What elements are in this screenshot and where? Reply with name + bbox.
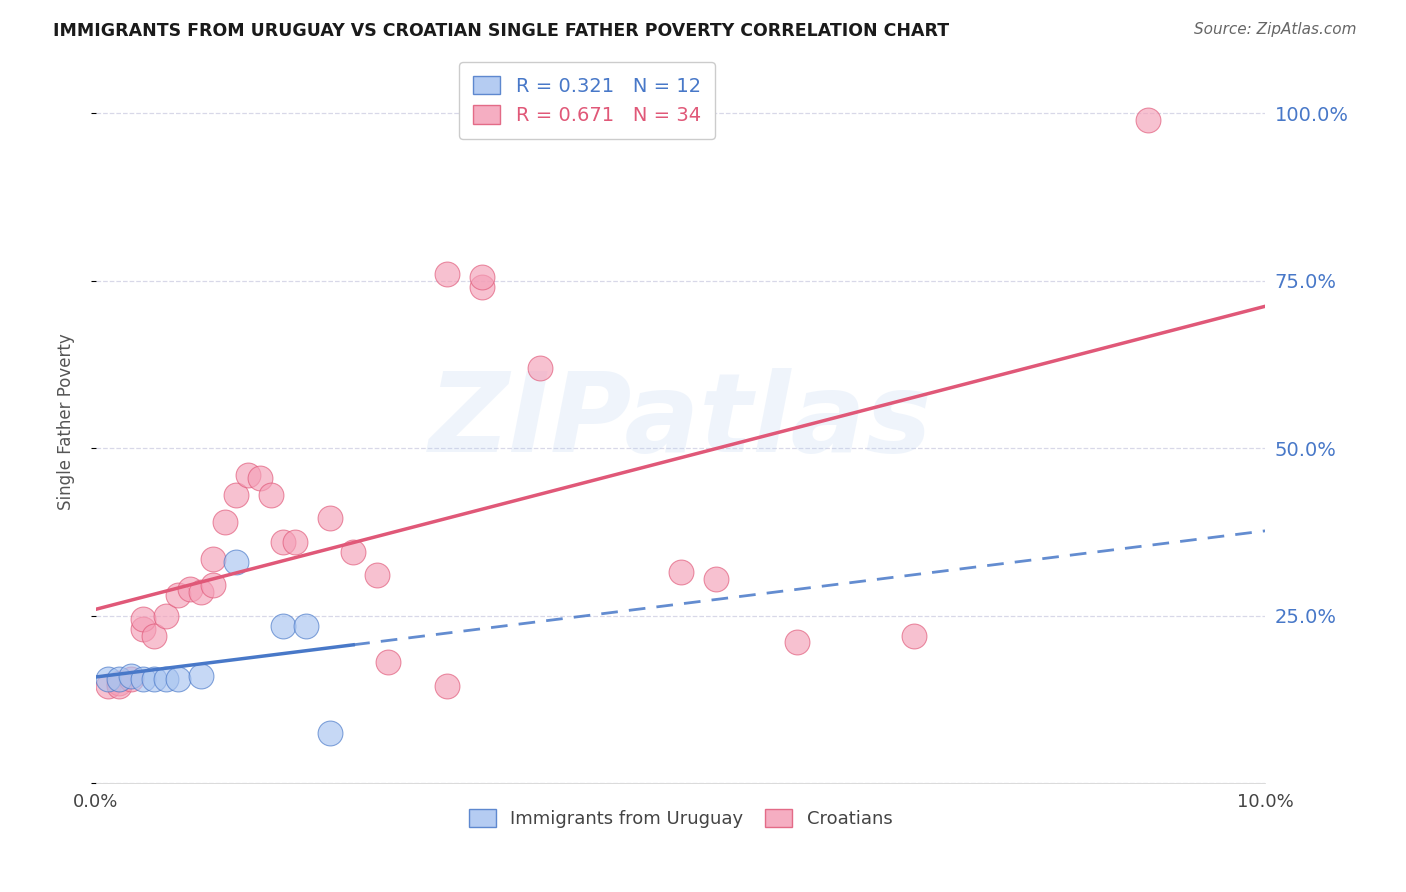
Point <box>271 618 294 632</box>
Point <box>903 629 925 643</box>
Point <box>97 672 120 686</box>
Point <box>669 565 692 579</box>
Point <box>190 669 212 683</box>
Point <box>155 608 177 623</box>
Point <box>201 551 224 566</box>
Point <box>377 656 399 670</box>
Point <box>108 675 131 690</box>
Point <box>786 635 808 649</box>
Point <box>319 511 342 525</box>
Point <box>249 471 271 485</box>
Point <box>271 535 294 549</box>
Text: IMMIGRANTS FROM URUGUAY VS CROATIAN SINGLE FATHER POVERTY CORRELATION CHART: IMMIGRANTS FROM URUGUAY VS CROATIAN SING… <box>53 22 949 40</box>
Point <box>319 726 342 740</box>
Point <box>108 679 131 693</box>
Point <box>132 672 155 686</box>
Point <box>143 629 166 643</box>
Text: Source: ZipAtlas.com: Source: ZipAtlas.com <box>1194 22 1357 37</box>
Point <box>120 672 142 686</box>
Point <box>214 515 236 529</box>
Point <box>97 679 120 693</box>
Point <box>201 578 224 592</box>
Text: ZIPatlas: ZIPatlas <box>429 368 932 475</box>
Point <box>155 672 177 686</box>
Point <box>436 679 458 693</box>
Point <box>132 612 155 626</box>
Y-axis label: Single Father Poverty: Single Father Poverty <box>58 333 75 509</box>
Point <box>704 572 727 586</box>
Point <box>225 488 247 502</box>
Point <box>143 672 166 686</box>
Point <box>225 555 247 569</box>
Point <box>166 672 188 686</box>
Point <box>108 672 131 686</box>
Point <box>236 467 259 482</box>
Point <box>284 535 307 549</box>
Point <box>436 267 458 281</box>
Point <box>179 582 201 596</box>
Point <box>342 545 364 559</box>
Point <box>260 488 283 502</box>
Point <box>471 280 494 294</box>
Legend: Immigrants from Uruguay, Croatians: Immigrants from Uruguay, Croatians <box>461 802 900 836</box>
Point <box>166 589 188 603</box>
Point <box>529 360 551 375</box>
Point <box>366 568 388 582</box>
Point <box>1137 112 1160 127</box>
Point <box>471 270 494 285</box>
Point <box>120 669 142 683</box>
Point <box>295 618 318 632</box>
Point <box>190 585 212 599</box>
Point <box>132 622 155 636</box>
